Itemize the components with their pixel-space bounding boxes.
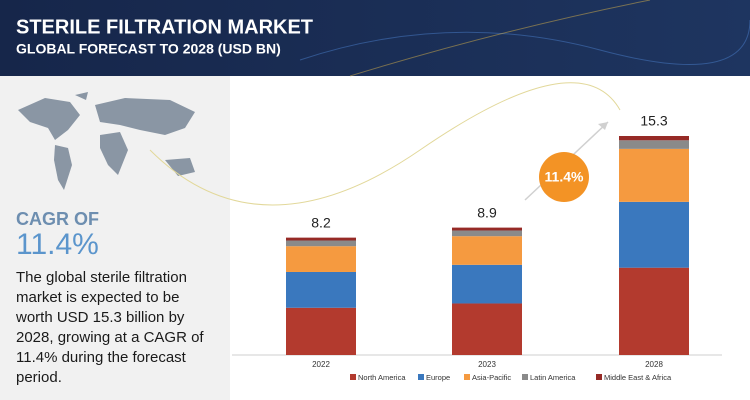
total-label: 15.3	[640, 113, 667, 129]
cagr-badge	[539, 152, 589, 202]
bar-segment	[619, 140, 689, 149]
bar-segment	[452, 236, 522, 265]
decor	[349, 0, 651, 77]
bar-segment	[452, 264, 522, 304]
x-tick-label: 2022	[312, 360, 330, 369]
x-tick-label: 2023	[478, 360, 496, 369]
bar-segment	[452, 303, 522, 355]
cagr-label: CAGR OF	[16, 209, 99, 229]
bar-segment	[619, 148, 689, 202]
sidebar-bg	[0, 76, 230, 400]
description: The global sterile filtration market is …	[16, 269, 204, 386]
legend-label: Europe	[426, 373, 450, 382]
legend-label: Latin America	[530, 373, 576, 382]
bar-segment	[286, 271, 356, 308]
bar-segment	[452, 227, 522, 231]
subtitle: GLOBAL FORECAST TO 2028 (USD BN)	[16, 41, 281, 57]
bar-segment	[452, 230, 522, 237]
total-label: 8.2	[311, 214, 331, 230]
bar-segment	[619, 201, 689, 268]
world-map	[18, 92, 195, 190]
arrow-head	[598, 122, 608, 130]
bar-segment	[286, 240, 356, 247]
cagr-value: 11.4%	[16, 228, 99, 261]
cagr-badge-text: 11.4%	[545, 169, 584, 185]
legend-swatch	[418, 374, 424, 380]
legend-label: Asia-Pacific	[472, 373, 511, 382]
legend-label: Middle East & Africa	[604, 373, 672, 382]
legend-swatch	[596, 374, 602, 380]
bar-segment	[286, 246, 356, 272]
legend-label: North America	[358, 373, 406, 382]
bar-segment	[286, 307, 356, 355]
legend-swatch	[350, 374, 356, 380]
bar-segment	[619, 267, 689, 355]
header-bg	[0, 0, 750, 76]
decor	[299, 19, 750, 65]
bar-segment	[619, 136, 689, 141]
title: STERILE FILTRATION MARKET	[16, 16, 313, 38]
decor	[149, 82, 621, 206]
x-tick-label: 2028	[645, 360, 663, 369]
legend-swatch	[464, 374, 470, 380]
legend-swatch	[522, 374, 528, 380]
total-label: 8.9	[477, 204, 497, 220]
bar-segment	[286, 237, 356, 241]
